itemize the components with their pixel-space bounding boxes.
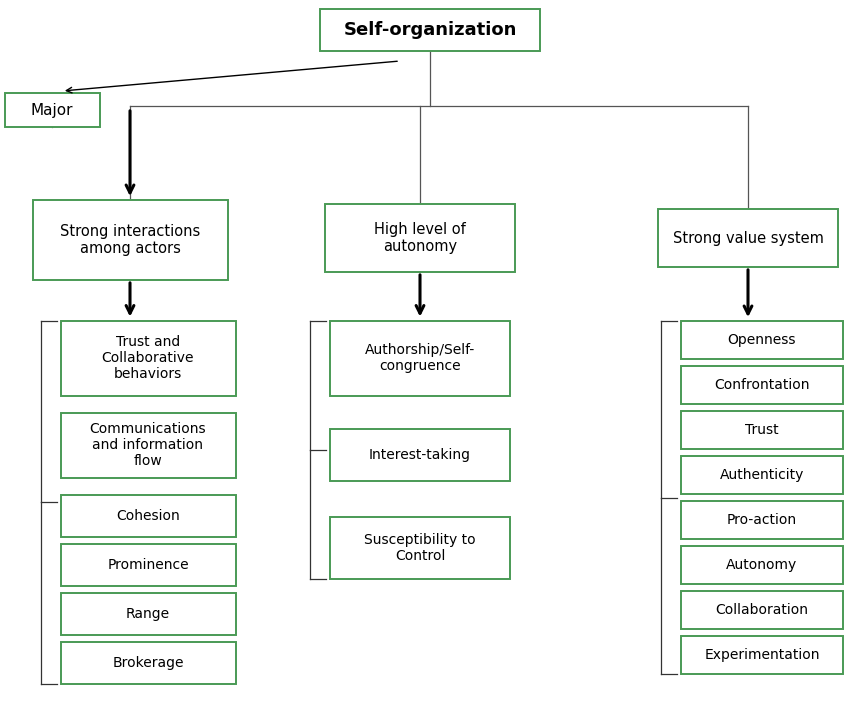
Text: Authenticity: Authenticity xyxy=(720,468,804,482)
Text: Experimentation: Experimentation xyxy=(704,648,820,662)
Bar xyxy=(320,9,540,51)
Bar xyxy=(681,366,843,404)
Text: Brokerage: Brokerage xyxy=(112,656,183,670)
Text: Strong value system: Strong value system xyxy=(672,231,823,245)
Bar xyxy=(330,429,510,481)
Bar xyxy=(681,321,843,359)
Bar xyxy=(4,93,100,127)
Bar xyxy=(330,517,510,579)
Bar xyxy=(681,501,843,539)
Text: High level of
autonomy: High level of autonomy xyxy=(375,222,466,254)
Text: Confrontation: Confrontation xyxy=(715,378,809,392)
Bar xyxy=(658,209,838,267)
Text: Interest-taking: Interest-taking xyxy=(369,448,471,462)
Bar xyxy=(681,591,843,629)
Text: Susceptibility to
Control: Susceptibility to Control xyxy=(364,533,476,563)
Bar xyxy=(681,456,843,494)
Bar xyxy=(681,546,843,584)
Bar xyxy=(60,544,236,586)
Text: Range: Range xyxy=(126,607,170,621)
Text: Communications
and information
flow: Communications and information flow xyxy=(90,422,207,468)
Text: Trust: Trust xyxy=(745,423,779,437)
Bar xyxy=(60,320,236,395)
Text: Pro-action: Pro-action xyxy=(727,513,797,527)
Text: Strong interactions
among actors: Strong interactions among actors xyxy=(60,223,200,256)
Bar xyxy=(325,204,515,272)
Text: Autonomy: Autonomy xyxy=(727,558,797,572)
Text: Collaboration: Collaboration xyxy=(715,603,808,617)
Bar xyxy=(681,636,843,674)
Bar xyxy=(681,411,843,449)
Bar xyxy=(60,413,236,478)
Text: Cohesion: Cohesion xyxy=(116,509,180,523)
Bar xyxy=(60,495,236,537)
Bar xyxy=(33,200,227,280)
Text: Self-organization: Self-organization xyxy=(344,21,517,39)
Text: Authorship/Self-
congruence: Authorship/Self- congruence xyxy=(365,343,475,373)
Text: Major: Major xyxy=(31,103,73,117)
Text: Trust and
Collaborative
behaviors: Trust and Collaborative behaviors xyxy=(102,335,195,381)
Bar xyxy=(60,642,236,684)
Text: Prominence: Prominence xyxy=(107,558,189,572)
Bar xyxy=(330,320,510,395)
Text: Openness: Openness xyxy=(728,333,796,347)
Bar xyxy=(60,593,236,635)
